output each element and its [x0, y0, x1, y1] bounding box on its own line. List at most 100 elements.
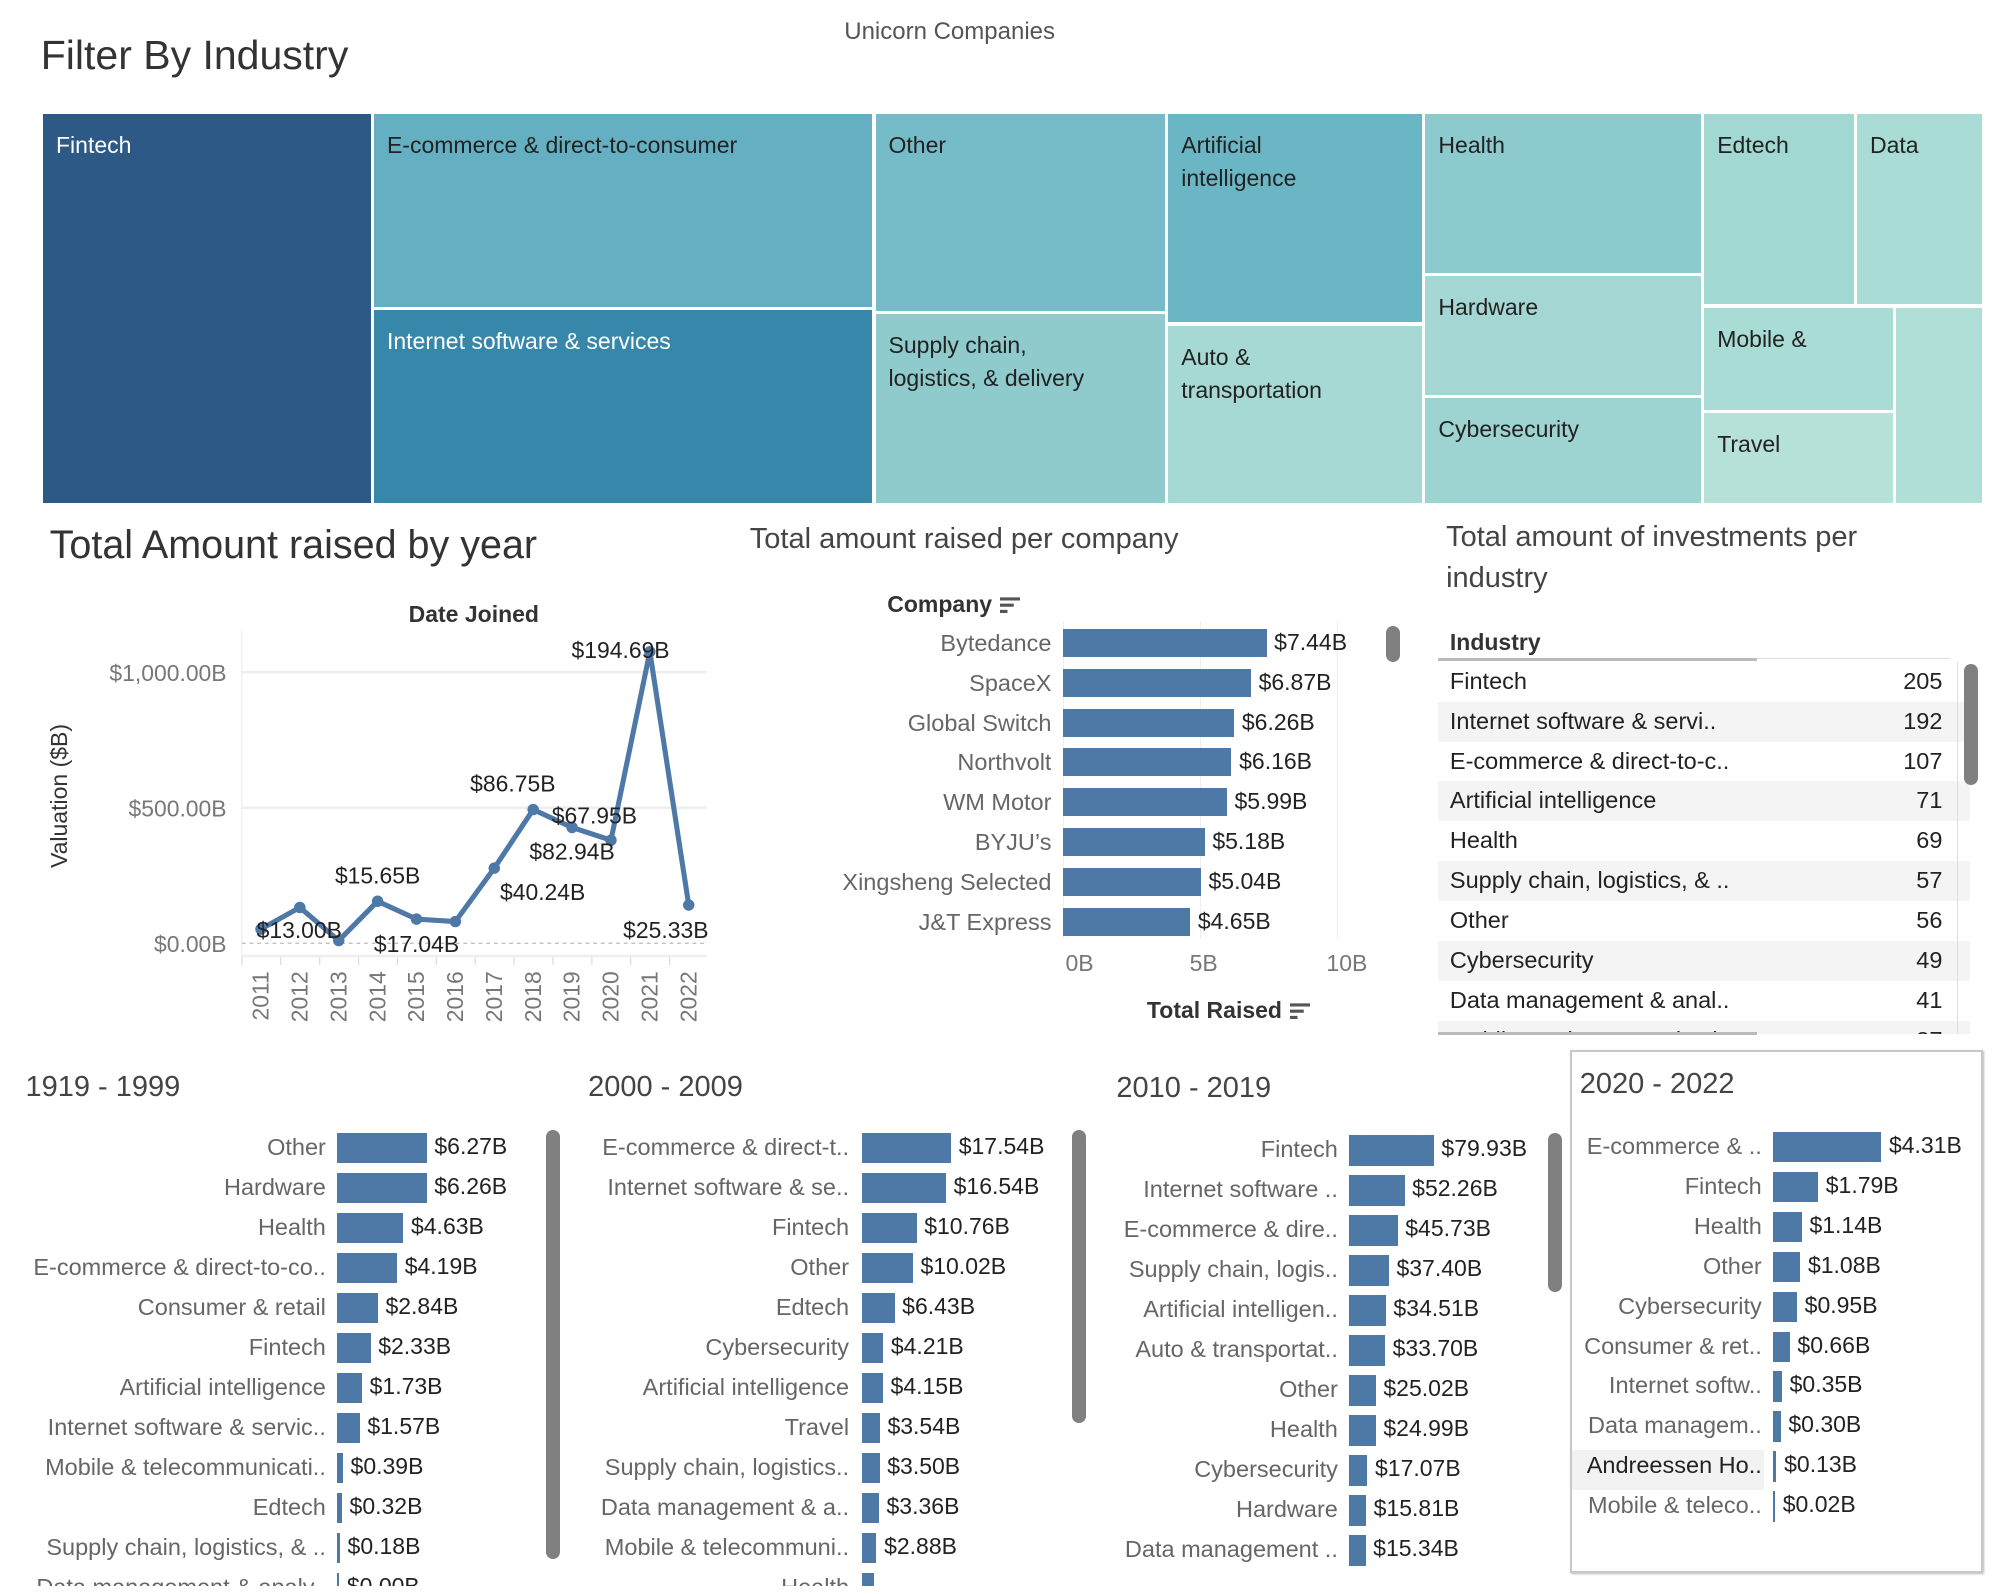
treemap-cell[interactable]: Artificial intelligence [1167, 113, 1424, 324]
bar[interactable] [1773, 1291, 1798, 1323]
treemap-cell[interactable]: Fintech [42, 113, 372, 505]
bar[interactable] [337, 1492, 342, 1524]
bar-label[interactable]: E-commerce & direct-to-co.. [33, 1253, 326, 1280]
bar-label[interactable]: Other [790, 1253, 850, 1280]
treemap-cell[interactable] [1895, 306, 1984, 505]
table-row[interactable]: Mobile & telecommunicati.. 37 [1438, 1020, 1971, 1034]
data-point[interactable] [605, 834, 617, 846]
table-row[interactable]: E-commerce & direct-to-c.. 107 [1438, 742, 1970, 782]
bar[interactable] [861, 1452, 880, 1484]
table-row[interactable]: Artificial intelligence 71 [1438, 781, 1971, 822]
bar[interactable] [337, 1532, 340, 1564]
bar-label[interactable]: Global Switch [907, 709, 1052, 736]
period-bar-chart[interactable]: Fintech $79.93B Internet software .. $52.26… [1095, 1132, 1566, 1573]
total-raised-header[interactable]: Total Raised [1147, 997, 1310, 1025]
bar[interactable] [337, 1332, 371, 1364]
bar[interactable] [861, 1492, 879, 1524]
bar[interactable] [861, 1212, 917, 1244]
period-chart-scrollbar[interactable] [546, 1130, 561, 1560]
bar[interactable] [1773, 1371, 1782, 1403]
bar[interactable] [1773, 1451, 1777, 1482]
bar-label[interactable]: Health [257, 1213, 326, 1240]
bar[interactable] [1062, 668, 1251, 697]
bar-label[interactable]: Data managem.. [1588, 1412, 1762, 1439]
bar-label[interactable]: Andreessen Ho.. [1586, 1452, 1762, 1479]
bar[interactable] [1773, 1211, 1802, 1243]
bar[interactable] [1062, 748, 1232, 777]
bar-label[interactable]: WM Motor [943, 789, 1052, 816]
bar-label[interactable]: Internet softw.. [1608, 1372, 1762, 1399]
bar-label[interactable]: Edtech [252, 1493, 326, 1520]
bar[interactable] [861, 1132, 952, 1164]
data-point[interactable] [682, 899, 695, 911]
bar[interactable] [1349, 1255, 1389, 1286]
bar-label[interactable]: Artificial intelligence [642, 1373, 850, 1400]
bar[interactable] [337, 1572, 340, 1587]
data-point[interactable] [294, 901, 306, 914]
bar[interactable] [1349, 1415, 1376, 1446]
bar-label[interactable]: Consumer & ret.. [1584, 1332, 1762, 1359]
bar-label[interactable]: SpaceX [969, 669, 1052, 696]
bar[interactable] [1062, 628, 1267, 657]
bar[interactable] [1349, 1335, 1385, 1366]
bar[interactable] [1349, 1455, 1368, 1486]
bar-label[interactable]: E-commerce & direct-t.. [602, 1133, 850, 1160]
company-header[interactable]: Company [887, 591, 1021, 619]
bar[interactable] [1773, 1171, 1819, 1203]
period-bar-chart[interactable]: E-commerce & .. $4.31B Fintech $1.79B Health… [1572, 1129, 1982, 1524]
data-point[interactable] [644, 646, 656, 658]
bar[interactable] [337, 1212, 404, 1244]
bar-label[interactable]: Artificial intelligen.. [1143, 1296, 1338, 1323]
bar[interactable] [1773, 1251, 1801, 1283]
treemap-cell[interactable]: E-commerce & direct-to-consumer [372, 113, 874, 309]
line-chart[interactable]: $0.00B $500.00B $1,000.00B 2011 2012 2013 2014… [0, 611, 738, 1044]
period-chart-scrollbar[interactable] [1547, 1132, 1562, 1293]
table-row[interactable]: Internet software & servi.. 192 [1438, 701, 1971, 742]
bar[interactable] [861, 1172, 946, 1204]
bar-label[interactable]: Cybersecurity [1194, 1456, 1338, 1483]
bar-label[interactable]: E-commerce & .. [1586, 1132, 1762, 1159]
bar-label[interactable]: Hardware [1235, 1496, 1338, 1523]
bar[interactable] [861, 1292, 895, 1324]
bar[interactable] [1349, 1495, 1367, 1526]
bar-label[interactable]: Supply chain, logistics, & .. [46, 1533, 326, 1560]
bar[interactable] [1773, 1411, 1781, 1442]
bar[interactable] [1062, 907, 1191, 936]
bar[interactable] [1349, 1175, 1405, 1206]
table-row[interactable]: Supply chain, logistics, & .. 57 [1438, 861, 1971, 902]
bar[interactable] [337, 1292, 378, 1324]
table-row[interactable]: Health 69 [1438, 821, 1970, 861]
bar-label[interactable]: Consumer & retail [137, 1293, 326, 1320]
bar-label[interactable]: Northvolt [957, 749, 1052, 776]
bar-label[interactable]: Xingsheng Selected [842, 868, 1052, 895]
bar-label[interactable]: Cybersecurity [705, 1333, 850, 1360]
table-row[interactable]: Fintech 205 [1438, 662, 1970, 702]
data-point[interactable] [488, 862, 501, 874]
treemap-cell[interactable]: Data [1855, 113, 1984, 306]
data-point[interactable] [371, 895, 384, 907]
bar-label[interactable]: Internet software .. [1143, 1176, 1338, 1203]
bar[interactable] [1062, 788, 1227, 817]
bar-label[interactable]: Travel [784, 1413, 850, 1440]
bar[interactable] [337, 1372, 362, 1404]
data-point[interactable] [449, 915, 462, 928]
bar[interactable] [1349, 1295, 1386, 1326]
bar[interactable] [1349, 1215, 1398, 1246]
bar[interactable] [1773, 1331, 1790, 1363]
treemap-cell[interactable]: Hardware [1424, 274, 1702, 396]
treemap-cell[interactable]: Edtech [1703, 113, 1855, 306]
bar-label[interactable]: Internet software & se.. [607, 1173, 850, 1200]
bar-label[interactable]: Other [1279, 1376, 1338, 1403]
industry-table-header[interactable]: Industry [1449, 628, 1541, 655]
bar[interactable] [1773, 1491, 1776, 1522]
bar-label[interactable]: Other [267, 1133, 326, 1160]
bar[interactable] [861, 1572, 875, 1587]
bar[interactable] [337, 1132, 427, 1164]
sort-icon[interactable] [1000, 597, 1021, 614]
period-bar-chart[interactable]: E-commerce & direct-t.. $17.54B Internet s… [566, 1130, 1088, 1587]
company-chart-scrollbar[interactable] [1386, 626, 1401, 662]
bar[interactable] [1062, 867, 1201, 896]
bar[interactable] [337, 1172, 427, 1204]
bar-label[interactable]: Health [781, 1573, 849, 1587]
industry-table[interactable]: Fintech 205 Internet software & servi.. 192… [1438, 662, 1973, 1034]
